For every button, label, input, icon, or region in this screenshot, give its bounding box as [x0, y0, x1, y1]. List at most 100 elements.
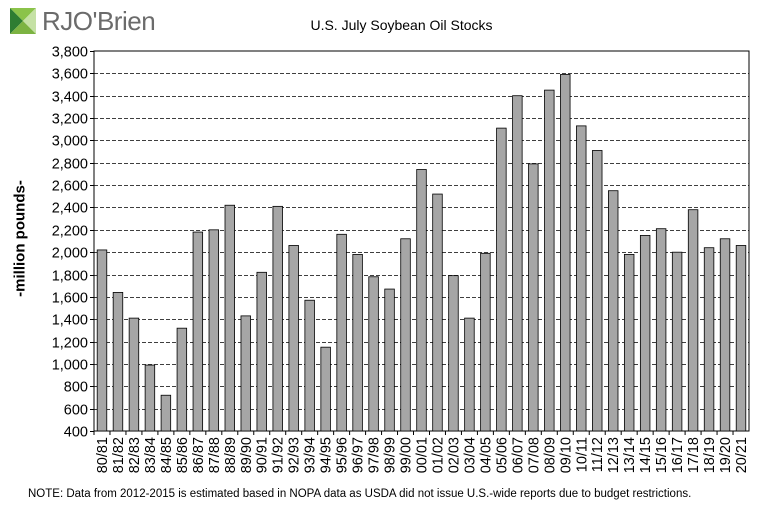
x-tick-label: 93/94: [303, 437, 319, 473]
bar: [176, 327, 188, 432]
x-tick-label: 01/02: [430, 437, 446, 473]
bar: [240, 315, 251, 432]
y-tick-label: 2,600: [52, 179, 88, 195]
x-tick-label: 96/97: [351, 437, 367, 473]
x-tick-label: 02/03: [446, 437, 462, 473]
x-tick-label: 88/89: [223, 437, 239, 473]
bar: [272, 205, 283, 432]
x-tick-label: 10/11: [574, 437, 590, 472]
logo-text: RJO'Brien: [42, 5, 156, 36]
bar: [464, 317, 475, 432]
y-tick-label: 3,400: [52, 90, 88, 106]
bar: [368, 276, 379, 432]
y-tick-label: 1,000: [52, 358, 88, 374]
bar: [544, 89, 555, 432]
x-tick-label: 18/19: [702, 437, 718, 473]
x-tick-label: 08/09: [542, 437, 558, 473]
y-tick-label: 1,600: [52, 291, 88, 307]
x-tick-label: 83/84: [143, 437, 159, 473]
bar: [560, 74, 571, 432]
bar: [288, 245, 299, 432]
x-tick-label: 98/99: [383, 437, 399, 473]
bar: [639, 235, 651, 432]
x-tick-label: 20/21: [734, 437, 750, 473]
y-tick-label: 800: [64, 380, 88, 396]
chart-title: U.S. July Soybean Oil Stocks: [310, 17, 493, 33]
y-tick-label: 1,400: [52, 313, 88, 329]
y-tick-label: 600: [64, 403, 88, 419]
bar: [448, 275, 459, 432]
x-tick-label: 87/88: [207, 437, 223, 473]
x-tick-label: 14/15: [638, 437, 654, 473]
bar: [400, 238, 411, 432]
x-tick-label: 12/13: [606, 437, 622, 473]
x-tick-label: 15/16: [654, 437, 670, 473]
x-tick-label: 85/86: [175, 437, 191, 473]
bar: [112, 292, 124, 432]
x-tick-label: 09/10: [558, 437, 574, 473]
x-tick-label: 81/82: [111, 437, 127, 473]
bar: [336, 233, 347, 432]
x-tick-label: 03/04: [462, 437, 478, 473]
x-tick-label: 90/91: [255, 437, 271, 473]
x-tick-label: 16/17: [670, 437, 686, 473]
y-tick-label: 1,200: [52, 336, 88, 352]
bar: [592, 150, 603, 432]
bar: [496, 127, 507, 432]
x-tick-label: 11/12: [590, 437, 606, 472]
x-tick-label: 86/87: [191, 437, 207, 473]
bar: [623, 254, 635, 432]
bar: [735, 245, 747, 432]
bar: [128, 317, 140, 432]
y-tick-label: 3,200: [52, 112, 88, 128]
y-tick-label: 3,000: [52, 134, 88, 150]
bar: [208, 229, 220, 432]
bar: [352, 254, 363, 432]
bar: [320, 346, 331, 432]
bar: [687, 209, 699, 432]
x-tick-label: 06/07: [510, 437, 526, 473]
bar: [384, 288, 395, 432]
bar: [144, 364, 156, 432]
x-tick-label: 17/18: [686, 437, 702, 473]
y-tick-label: 2,200: [52, 224, 88, 240]
x-tick-label: 92/93: [287, 437, 303, 473]
x-tick-label: 95/96: [335, 437, 351, 473]
x-tick-label: 89/90: [239, 437, 255, 473]
bar: [703, 247, 715, 432]
y-tick-label: 400: [64, 425, 88, 441]
footnote: NOTE: Data from 2012-2015 is estimated b…: [28, 488, 692, 500]
bar: [671, 251, 683, 432]
x-tick-label: 99/00: [399, 437, 415, 473]
x-tick-label: 19/20: [718, 437, 734, 473]
bar: [304, 299, 315, 432]
bar: [192, 231, 204, 432]
x-tick-label: 82/83: [127, 437, 143, 473]
x-tick-label: 07/08: [526, 437, 542, 473]
y-tick-label: 3,600: [52, 67, 88, 83]
logo-mark-icon: [10, 8, 36, 34]
x-tick-label: 13/14: [622, 437, 638, 473]
y-tick-label: 2,800: [52, 157, 88, 173]
bar: [160, 394, 172, 432]
x-tick-label: 05/06: [494, 437, 510, 473]
x-tick-label: 91/92: [271, 437, 287, 473]
bar: [719, 238, 731, 432]
x-tick-label: 80/81: [95, 437, 111, 473]
bar: [432, 193, 443, 432]
y-tick-label: 1,800: [52, 269, 88, 285]
bar: [224, 204, 235, 432]
x-tick-label: 84/85: [159, 437, 175, 473]
bar: [528, 163, 539, 432]
bar: [416, 169, 427, 432]
y-tick-label: 2,400: [52, 201, 88, 217]
bar: [480, 252, 491, 432]
bar: [608, 190, 619, 432]
bar: [576, 125, 587, 432]
company-logo: RJO'Brien: [8, 5, 156, 36]
y-tick-label: 3,800: [52, 45, 88, 61]
bar: [256, 271, 267, 432]
bar: [512, 95, 523, 432]
